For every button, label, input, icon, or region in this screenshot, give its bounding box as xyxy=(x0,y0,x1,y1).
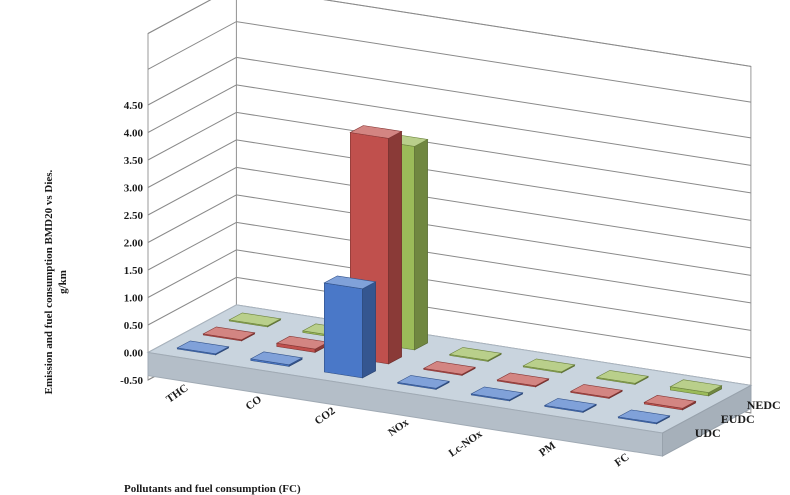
bar-udc-4 xyxy=(470,386,524,402)
bar-top-face xyxy=(202,326,256,341)
y-tick-label: 3.00 xyxy=(124,183,144,195)
bar-side-face xyxy=(388,130,402,365)
bar-udc-6 xyxy=(617,409,671,425)
y-tick-label: 2.00 xyxy=(124,238,144,250)
floor-side-edge xyxy=(662,384,752,457)
bar-nedc-4 xyxy=(522,358,576,374)
y-tick-label: 1.00 xyxy=(124,293,144,305)
x-category-label: PM xyxy=(537,439,558,459)
bar-udc-5 xyxy=(543,398,598,413)
gridline xyxy=(147,221,751,304)
bar-eudc-5 xyxy=(569,384,624,399)
bar-side-face xyxy=(362,281,376,379)
y-tick-label: 0.50 xyxy=(124,320,144,332)
bar-top-face xyxy=(496,372,550,387)
x-category-label: Lc-NOx xyxy=(447,428,485,460)
y-tick-label: 4.00 xyxy=(124,128,144,140)
bar-nedc-3 xyxy=(448,347,503,362)
bar-top-face xyxy=(522,358,576,373)
bar-top-face xyxy=(249,351,304,366)
bar-top-face xyxy=(617,409,671,424)
bar-top-face xyxy=(176,340,230,355)
y-tick-label: -0.50 xyxy=(120,375,143,387)
bar-top-face xyxy=(323,275,377,290)
x-category-label: FC xyxy=(613,451,632,469)
series-label-udc: UDC xyxy=(695,426,721,440)
bar-top-face xyxy=(422,361,477,375)
bar-top-face xyxy=(228,312,282,327)
bar-nedc-0 xyxy=(228,312,282,328)
x-category-label: NOx xyxy=(386,416,411,439)
bar-top-face xyxy=(595,370,650,384)
bar-udc-2 xyxy=(323,275,377,379)
series-label-nedc: NEDC xyxy=(747,398,781,412)
chart-bars xyxy=(176,125,723,425)
gridline xyxy=(147,56,751,139)
bar-eudc-1 xyxy=(275,335,330,353)
y-axis-title-line1: Emission and fuel consumption BMD20 vs D… xyxy=(43,169,55,394)
bar-side-face xyxy=(414,138,428,351)
bar-udc-1 xyxy=(249,351,304,367)
y-tick-label: 3.50 xyxy=(124,155,144,167)
gridline xyxy=(147,21,751,103)
x-category-label: CO xyxy=(244,393,265,413)
y-axis-title-line2: g/km xyxy=(57,270,69,294)
gridline xyxy=(147,166,751,249)
bar-eudc-3 xyxy=(422,361,477,376)
bar-top-face xyxy=(669,379,723,393)
y-tick-label: 0.00 xyxy=(124,348,144,360)
bar-top-face xyxy=(470,386,524,401)
bar-eudc-4 xyxy=(496,372,550,388)
bar-eudc-6 xyxy=(643,394,697,411)
bar-eudc-2 xyxy=(349,125,403,365)
gridline xyxy=(147,0,751,67)
gridline xyxy=(147,139,751,221)
x-category-label: CO2 xyxy=(313,405,338,428)
bar-top-face xyxy=(543,398,598,412)
bar-udc-0 xyxy=(176,340,230,356)
bar-nedc-6 xyxy=(669,379,723,397)
y-tick-label: 1.50 xyxy=(124,265,144,277)
gridline xyxy=(147,249,751,331)
y-tick-label: 2.50 xyxy=(124,210,144,222)
gridline xyxy=(147,276,751,359)
bar-top-face xyxy=(448,347,503,361)
bar-front-face xyxy=(323,282,363,379)
x-axis-title: Pollutants and fuel consumption (FC) xyxy=(124,483,301,495)
bar-top-face xyxy=(643,394,697,409)
y-axis-ticks: -0.50 0.00 0.50 1.00 1.50 2.00 2.50 3.00 3.50 4.0… xyxy=(120,100,143,387)
bar-top-face xyxy=(569,384,624,398)
bar-nedc-5 xyxy=(595,370,650,385)
bar-top-face xyxy=(349,125,403,139)
bar-udc-3 xyxy=(396,375,451,390)
gridline xyxy=(147,194,751,276)
gridline xyxy=(147,111,751,194)
bar-eudc-0 xyxy=(202,326,256,342)
gridline xyxy=(147,84,751,166)
x-category-label: THC xyxy=(164,382,190,406)
series-label-eudc: EUDC xyxy=(721,412,755,426)
bar-top-face xyxy=(396,375,451,389)
y-tick-label: 4.50 xyxy=(124,100,144,112)
